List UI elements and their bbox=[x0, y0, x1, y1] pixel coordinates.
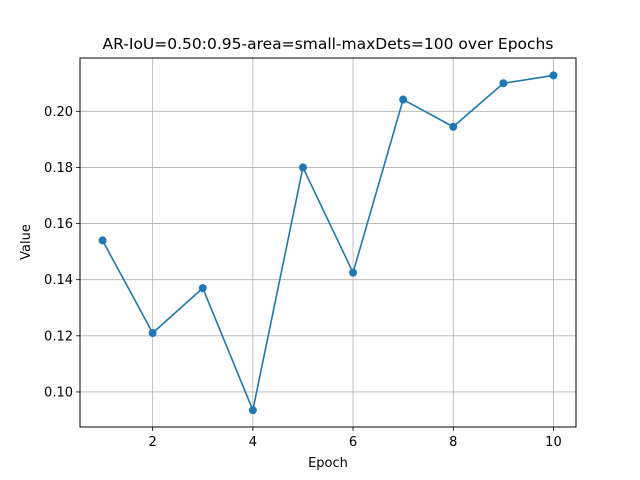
data-point bbox=[98, 236, 107, 245]
data-point bbox=[449, 122, 458, 131]
data-point bbox=[399, 95, 408, 104]
y-tick-label: 0.12 bbox=[44, 329, 73, 344]
data-point bbox=[499, 79, 508, 88]
data-point bbox=[248, 406, 257, 415]
x-axis-label: Epoch bbox=[308, 456, 348, 471]
y-tick-label: 0.18 bbox=[44, 161, 73, 176]
data-point bbox=[198, 284, 207, 293]
chart-title: AR-IoU=0.50:0.95-area=small-maxDets=100 … bbox=[103, 35, 554, 53]
y-axis-label: Value bbox=[19, 224, 34, 260]
data-point bbox=[349, 268, 358, 277]
series-line bbox=[101, 74, 554, 411]
y-tick-label: 0.20 bbox=[44, 105, 73, 120]
series-layer bbox=[98, 71, 558, 415]
x-tick-label: 10 bbox=[545, 435, 562, 450]
y-tick-label: 0.10 bbox=[44, 385, 73, 400]
data-point bbox=[148, 328, 157, 337]
data-point bbox=[549, 71, 558, 80]
y-axis: 0.10 0.12 0.14 0.16 0.18 0.20 bbox=[44, 105, 80, 400]
grid bbox=[80, 58, 576, 427]
plot-frame bbox=[79, 57, 577, 428]
x-tick-label: 4 bbox=[249, 435, 257, 450]
y-tick-label: 0.16 bbox=[44, 217, 73, 232]
x-axis: 2 4 6 8 10 bbox=[149, 427, 562, 450]
y-tick-label: 0.14 bbox=[44, 273, 73, 288]
x-tick-label: 2 bbox=[149, 435, 157, 450]
x-tick-label: 6 bbox=[349, 435, 357, 450]
x-tick-label: 8 bbox=[449, 435, 457, 450]
data-point bbox=[298, 163, 307, 172]
